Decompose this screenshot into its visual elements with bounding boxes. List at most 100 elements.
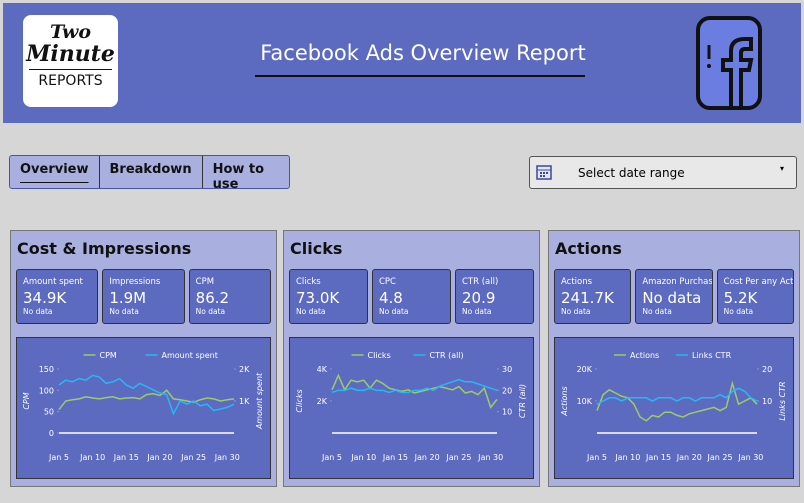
y-tick-label: 50	[44, 408, 54, 417]
kpi-label: Amount spent	[23, 277, 83, 287]
kpi-value: 1.9M	[109, 289, 147, 307]
tab-bar: Overview Breakdown How to use	[9, 155, 290, 192]
panel: Actions Actions 241.7K No data Amazon Purcha…	[548, 230, 800, 487]
legend-label: Amount spent	[162, 351, 218, 360]
dropdown-arrow: ▾	[780, 164, 785, 173]
y-axis-title: Actions	[560, 386, 569, 416]
kpi-card: Impressions 1.9M No data	[102, 269, 185, 324]
y2-tick-label: 30	[502, 365, 512, 374]
y2-tick-label: 10	[762, 397, 772, 406]
y-tick-label: 10K	[577, 397, 593, 406]
x-tick-label: Jan 10	[614, 453, 640, 462]
tab[interactable]: How to use	[212, 162, 265, 192]
kpi-label: Clicks	[296, 277, 321, 287]
kpi-note: No data	[23, 307, 53, 316]
kpi-note: No data	[109, 307, 139, 316]
series-line	[58, 389, 235, 410]
kpi-label: Impressions	[109, 277, 161, 287]
calendar-icon	[536, 165, 552, 180]
kpi-value: 241.7K	[561, 289, 614, 307]
tab[interactable]: Overview	[10, 156, 100, 188]
kpi-value: No data	[642, 289, 702, 307]
date-picker-label: Select date range	[578, 166, 685, 180]
date-picker[interactable]: Select date range ▾	[529, 156, 797, 189]
y-tick-label: 0	[49, 429, 54, 438]
kpi-value: 73.0K	[296, 289, 340, 307]
kpi-label: Amazon Purchase Z	[642, 277, 713, 287]
x-tick-label: Jan 5	[321, 453, 342, 462]
x-tick-label: Jan 10	[79, 453, 105, 462]
kpi-note: No data	[462, 307, 492, 316]
kpi-note: No data	[195, 307, 226, 316]
y-tick-label: 2K	[317, 397, 328, 406]
kpi-note: No data	[296, 307, 326, 316]
kpi-card: Clicks 73.0K No data	[289, 269, 368, 324]
panel-title: Clicks	[290, 239, 343, 258]
y2-axis-title: CTR (all)	[518, 384, 527, 418]
kpi-note: No data	[642, 307, 672, 316]
title-underline	[255, 75, 585, 77]
y-axis-title: CPM	[22, 392, 31, 409]
x-tick-label: Jan 30	[214, 453, 240, 462]
x-tick-label: Jan 10	[350, 453, 376, 462]
line-chart: 10K 20K 10 20 Jan 5 Jan 10 Jan 15 Jan 20 Jan 25 J…	[560, 351, 787, 462]
kpi-label: CTR (all)	[462, 277, 499, 287]
logo-text: Two	[49, 21, 92, 43]
series-line	[596, 387, 758, 405]
x-tick-label: Jan 20	[414, 453, 440, 462]
kpi-note: No data	[561, 307, 591, 316]
y2-tick-label: 2K	[239, 365, 250, 374]
x-tick-label: Jan 15	[382, 453, 408, 462]
kpi-value: 20.9	[462, 289, 496, 307]
x-tick-label: Jan 20	[676, 453, 702, 462]
panel: Clicks Clicks 73.0K No data CPC 4.8 No data CTR…	[283, 230, 540, 487]
kpi-label: Actions	[561, 277, 593, 287]
kpi-value: 86.2	[195, 289, 230, 307]
x-tick-label: Jan 5	[48, 453, 69, 462]
kpi-label: Cost Per any Action	[723, 277, 794, 287]
y-tick-label: 100	[39, 386, 54, 395]
panel: Cost & Impressions Amount spent 34.9K No da…	[10, 230, 277, 487]
x-tick-label: Jan 25	[445, 453, 471, 462]
tab[interactable]: Breakdown	[100, 156, 203, 188]
kpi-note: No data	[379, 307, 409, 316]
y2-tick-label: 20	[762, 365, 772, 374]
chart-box: 10K 20K 10 20 Jan 5 Jan 10 Jan 15 Jan 20 Jan 25 J…	[554, 337, 794, 479]
panel-title: Actions	[555, 239, 622, 258]
report-title: Facebook Ads Overview Report	[260, 41, 586, 65]
y2-tick-label: 1K	[239, 397, 250, 406]
header: Two Minute REPORTS Facebook Ads Overview…	[3, 3, 801, 123]
kpi-value: 34.9K	[23, 289, 67, 307]
series-line	[331, 378, 498, 394]
legend-label: CTR (all)	[430, 351, 464, 360]
kpi-card: CPC 4.8 No data	[372, 269, 451, 324]
logo: Two Minute REPORTS	[23, 15, 118, 107]
kpi-label: CPC	[379, 277, 396, 287]
kpi-card: Amount spent 34.9K No data	[16, 269, 99, 324]
legend-label: Clicks	[368, 351, 391, 360]
x-tick-label: Jan 15	[645, 453, 671, 462]
y2-axis-title: Amount spent	[255, 372, 264, 430]
kpi-card: CPM 86.2 No data	[188, 269, 271, 324]
x-tick-label: Jan 30	[737, 453, 763, 462]
y-tick-label: 4K	[317, 365, 328, 374]
chart-box: 0 50 100 150 1K 2K Jan 5 Jan 10 Jan 15 Jan 20 Jan …	[16, 337, 271, 479]
y-tick-label: 150	[39, 365, 54, 374]
chart-box: 2K 4K 10 20 30 Jan 5 Jan 10 Jan 15 Jan 20 Jan 25 J…	[289, 337, 534, 479]
series-line	[58, 374, 235, 416]
legend-label: Actions	[630, 351, 659, 360]
legend-label: Links CTR	[692, 351, 732, 360]
kpi-card: Actions 241.7K No data	[554, 269, 632, 324]
logo-text: REPORTS	[29, 69, 112, 89]
logo-text: Minute	[26, 41, 115, 67]
x-tick-label: Jan 20	[146, 453, 172, 462]
kpi-value: 4.8	[379, 289, 403, 307]
y-tick-label: 20K	[577, 365, 593, 374]
x-tick-label: Jan 5	[586, 453, 607, 462]
kpi-note: No data	[723, 307, 754, 316]
kpi-label: CPM	[195, 277, 215, 287]
kpi-value: 5.2K	[723, 289, 758, 307]
y-axis-title: Clicks	[295, 389, 304, 412]
